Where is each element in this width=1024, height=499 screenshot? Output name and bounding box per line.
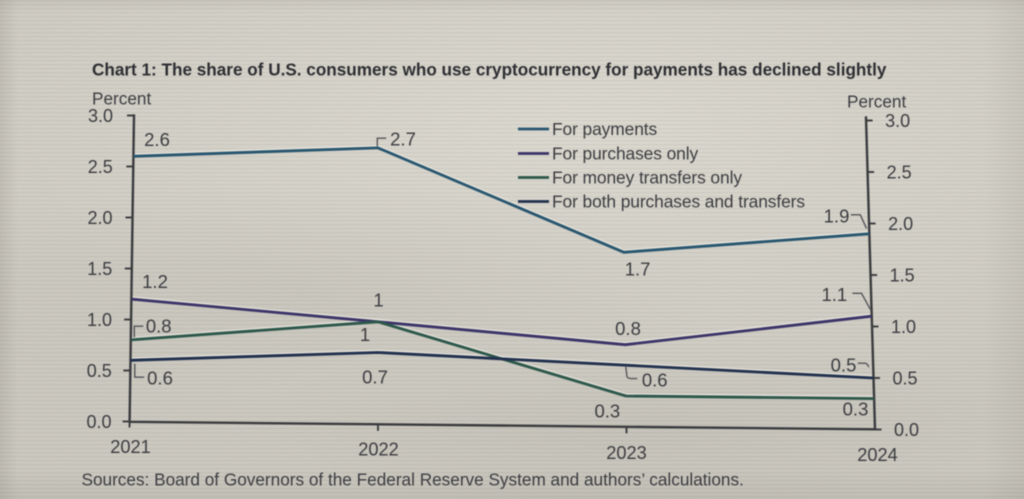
- svg-text:0.3: 0.3: [594, 401, 620, 422]
- svg-text:0.8: 0.8: [146, 316, 172, 337]
- svg-text:0.8: 0.8: [615, 318, 641, 339]
- svg-text:1.2: 1.2: [142, 271, 168, 292]
- svg-text:2023: 2023: [606, 443, 646, 463]
- svg-text:2.6: 2.6: [144, 129, 170, 150]
- svg-text:1.7: 1.7: [625, 259, 651, 280]
- svg-text:3.0: 3.0: [885, 111, 910, 131]
- svg-text:Sources: Board of Governors of: Sources: Board of Governors of the Feder…: [82, 469, 744, 489]
- svg-text:2.5: 2.5: [887, 162, 912, 182]
- svg-text:1: 1: [360, 324, 370, 345]
- svg-text:3.0: 3.0: [88, 106, 113, 126]
- svg-text:0.3: 0.3: [843, 399, 869, 420]
- svg-text:1: 1: [373, 290, 383, 311]
- svg-text:2.0: 2.0: [888, 214, 913, 234]
- svg-text:2.5: 2.5: [88, 157, 113, 177]
- svg-text:0.6: 0.6: [642, 370, 668, 391]
- svg-text:For both purchases and transfe: For both purchases and transfers: [552, 192, 805, 212]
- svg-text:2022: 2022: [358, 439, 398, 459]
- svg-text:0.0: 0.0: [86, 412, 111, 432]
- svg-text:1.9: 1.9: [824, 206, 850, 227]
- svg-text:Percent: Percent: [92, 89, 151, 109]
- svg-text:1.0: 1.0: [891, 317, 916, 337]
- svg-text:0.5: 0.5: [893, 368, 918, 388]
- svg-text:For payments: For payments: [552, 119, 658, 139]
- svg-text:1.5: 1.5: [890, 265, 915, 285]
- svg-text:Chart 1: The share of U.S. con: Chart 1: The share of U.S. consumers who…: [92, 59, 887, 79]
- svg-text:0.5: 0.5: [87, 361, 112, 381]
- svg-text:For purchases only: For purchases only: [552, 144, 698, 164]
- svg-text:0.5: 0.5: [831, 355, 857, 376]
- svg-text:1.0: 1.0: [87, 310, 112, 330]
- svg-text:2024: 2024: [857, 445, 897, 465]
- svg-text:2021: 2021: [110, 437, 150, 457]
- svg-text:Percent: Percent: [847, 92, 906, 112]
- svg-text:2.7: 2.7: [390, 129, 416, 150]
- svg-text:1.1: 1.1: [821, 284, 847, 305]
- svg-text:0.7: 0.7: [362, 367, 388, 388]
- svg-text:0.6: 0.6: [147, 368, 173, 389]
- svg-text:For money transfers only: For money transfers only: [552, 168, 742, 188]
- svg-text:0.0: 0.0: [894, 420, 919, 440]
- svg-text:2.0: 2.0: [87, 208, 112, 228]
- svg-text:1.5: 1.5: [87, 259, 112, 279]
